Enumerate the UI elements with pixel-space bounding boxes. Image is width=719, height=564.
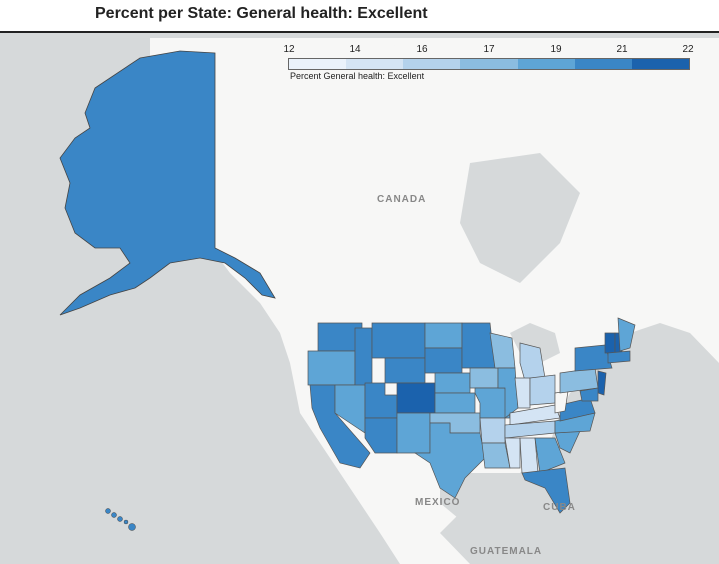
legend-tick-16: 16 <box>416 44 428 55</box>
state-arizona[interactable] <box>364 417 398 454</box>
state-illinois[interactable] <box>497 367 519 419</box>
legend-tick-21: 21 <box>616 44 628 55</box>
state-kansas[interactable] <box>434 392 476 414</box>
legend-segment-6 <box>631 59 689 69</box>
state-nebraska[interactable] <box>434 372 471 394</box>
state-alabama[interactable] <box>519 437 539 474</box>
state-massachusetts[interactable] <box>607 350 631 364</box>
state-new-jersey[interactable] <box>597 370 607 396</box>
state-south-dakota[interactable] <box>424 347 463 374</box>
state-arkansas[interactable] <box>479 417 506 444</box>
gulf-of-mexico <box>440 473 540 533</box>
hudson-bay <box>460 153 580 283</box>
north-america-land <box>150 38 719 564</box>
state-maine[interactable] <box>617 317 636 352</box>
state-ohio[interactable] <box>529 374 556 406</box>
state-colorado[interactable] <box>396 382 436 414</box>
label-cuba: CUBA <box>543 502 576 513</box>
legend-tick-19: 19 <box>550 44 562 55</box>
legend-tick-22: 22 <box>682 44 694 55</box>
legend-segment-0 <box>289 59 347 69</box>
legend-segment-5 <box>574 59 632 69</box>
state-new-mexico[interactable] <box>396 412 431 454</box>
legend-tick-14: 14 <box>349 44 361 55</box>
color-legend: 12 14 16 17 19 21 22 Percent General hea… <box>283 44 694 86</box>
state-alaska[interactable] <box>59 50 276 316</box>
legend-segment-2 <box>403 59 461 69</box>
title-bar: Percent per State: General health: Excel… <box>0 0 719 33</box>
state-oregon[interactable] <box>307 350 356 386</box>
state-mississippi[interactable] <box>504 437 521 469</box>
state-texas[interactable] <box>413 422 486 499</box>
choropleth-map[interactable]: CANADA MEXICO CUBA GUATEMALA <box>0 33 719 564</box>
state-maryland[interactable] <box>579 387 599 402</box>
state-minnesota[interactable] <box>461 322 496 369</box>
label-canada: CANADA <box>377 194 426 205</box>
greenland <box>600 38 719 173</box>
legend-segment-1 <box>346 59 404 69</box>
state-montana[interactable] <box>371 322 426 359</box>
legend-caption: Percent General health: Excellent <box>290 71 425 81</box>
map-title: Percent per State: General health: Excel… <box>95 5 428 22</box>
legend-tick-17: 17 <box>483 44 495 55</box>
state-iowa[interactable] <box>469 367 499 389</box>
label-guatemala: GUATEMALA <box>470 546 542 557</box>
state-hawaii[interactable] <box>105 508 136 531</box>
legend-tick-12: 12 <box>283 44 295 55</box>
state-wyoming[interactable] <box>384 357 426 384</box>
label-mexico: MEXICO <box>415 497 460 508</box>
legend-segment-3 <box>460 59 518 69</box>
state-florida[interactable] <box>521 467 571 514</box>
legend-segment-4 <box>517 59 575 69</box>
state-north-dakota[interactable] <box>424 322 463 349</box>
legend-color-bar <box>288 58 690 70</box>
state-new-york[interactable] <box>574 344 613 372</box>
state-georgia[interactable] <box>534 437 566 474</box>
state-louisiana[interactable] <box>481 442 511 469</box>
state-virginia[interactable] <box>559 397 596 422</box>
us-states <box>307 317 636 514</box>
state-indiana[interactable] <box>514 377 531 409</box>
state-vermont[interactable] <box>604 332 616 354</box>
